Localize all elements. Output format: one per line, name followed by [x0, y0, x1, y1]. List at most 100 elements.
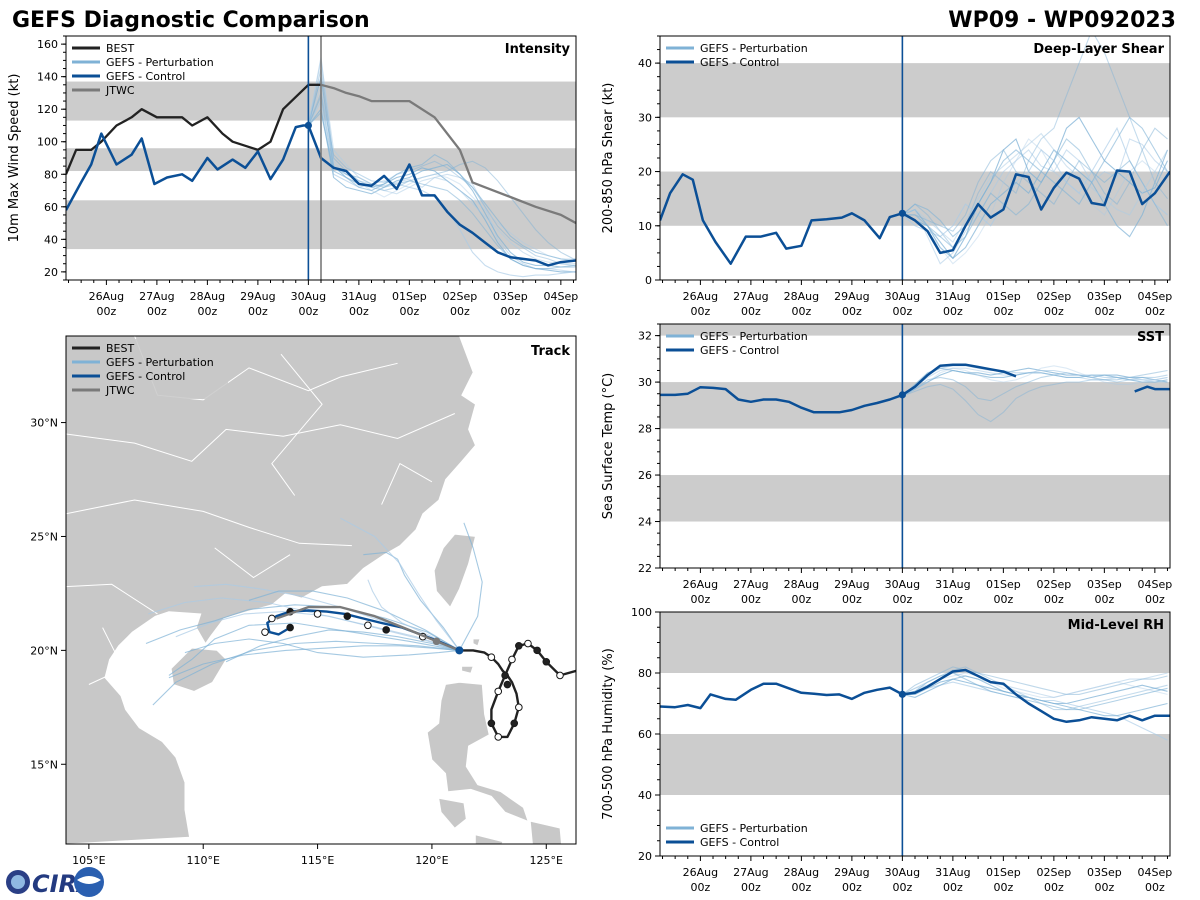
track-admin-border-2 [66, 499, 352, 547]
shear-perturbation-line-3 [902, 36, 1168, 249]
rh-xtick-hour: 00z [892, 881, 912, 894]
track-best-point-5 [515, 642, 523, 650]
track-panel-title: Track [531, 344, 570, 359]
shear-perturbation-line-8 [902, 116, 1168, 238]
shear-ytick-label: 20 [638, 166, 652, 179]
cira-logo-inner [11, 875, 25, 889]
intensity-xtick-date: 04Sep [543, 290, 578, 303]
shear-panel: 0 10 20 30 40 200-850 hPa Shear (kt) 26Aug 00z 2… [601, 35, 1172, 318]
rh-band-0 [660, 734, 1170, 795]
rh-band-1 [660, 612, 1170, 673]
sst-panel-title: SST [1137, 330, 1164, 345]
rh-xtick-date: 29Aug [834, 866, 869, 879]
track-best-point-7 [501, 671, 509, 680]
rh-gefs-control-line [660, 668, 1170, 724]
track-admin-border-5 [214, 547, 291, 579]
intensity-xtick-date: 01Sep [392, 290, 427, 303]
intensity-xtick-hour: 00z [450, 305, 470, 318]
sst-frame [659, 323, 1171, 569]
sst-xtick-date: 29Aug [834, 578, 869, 591]
track-admin-border-7 [88, 627, 124, 685]
rh-xtick-hour: 00z [993, 881, 1013, 894]
rh-perturbation-line-5 [902, 666, 1168, 695]
track-legend-label: GEFS - Control [106, 370, 185, 383]
track-best-point-6 [508, 655, 516, 664]
track-perturbation-path-12 [184, 638, 460, 658]
intensity-ytick-label: 20 [44, 266, 58, 279]
sst-perturbation-line-6 [902, 367, 1168, 397]
rh-xtick-hour: 00z [741, 881, 761, 894]
land-babuyan [461, 665, 474, 674]
sst-gefs-control-line [660, 363, 1017, 414]
track-best-point-12 [515, 703, 523, 712]
intensity-xtick-hour: 00z [399, 305, 419, 318]
sst-plot-area [660, 363, 1170, 423]
shear-ylabel: 200-850 hPa Shear (kt) [601, 83, 616, 234]
rh-xtick-hour: 00z [791, 881, 811, 894]
rh-ylabel: 700-500 hPa Humidity (%) [601, 648, 616, 820]
track-best-point-14 [487, 653, 496, 662]
track-xtick-label: 115°E [301, 854, 334, 867]
shear-perturbation-line-7 [902, 138, 1168, 265]
intensity-xtick-hour: 00z [97, 305, 117, 318]
intensity-xtick-date: 29Aug [240, 290, 275, 303]
track-perturbation-path-2 [145, 604, 460, 651]
intensity-panel: 20 40 60 80 100 120 140 160 10m Max Wind Speed (… [7, 35, 578, 318]
intensity-panel-title: Intensity [505, 42, 571, 57]
intensity-xtick-date: 28Aug [190, 290, 225, 303]
rh-panel: 20 40 60 80 100 700-500 hPa Humidity (%) 26Aug… [601, 606, 1172, 894]
track-perturbation-path-6 [363, 551, 460, 651]
track-perturbation-path-8 [458, 522, 483, 651]
sst-xtick-date: 02Sep [1036, 578, 1071, 591]
intensity-xtick-date: 30Aug [291, 290, 326, 303]
track-gefs-control-point-6 [313, 610, 322, 618]
shear-xtick-date: 01Sep [986, 290, 1021, 303]
shear-xtick-date: 26Aug [683, 290, 718, 303]
track-panel: 105°E 110°E 115°E 120°E 125°E 15°N 20°N 25°N 30°… [30, 335, 577, 867]
sst-init-point [898, 391, 906, 399]
storm-id-title: WP09 - WP092023 [948, 8, 1176, 33]
shear-perturbation-line-6 [902, 149, 1169, 260]
intensity-xtick-date: 03Sep [493, 290, 528, 303]
rh-plot-area [660, 666, 1170, 741]
sst-xtick-date: 03Sep [1087, 578, 1122, 591]
shear-init-point [898, 209, 906, 217]
rh-xtick-date: 01Sep [986, 866, 1021, 879]
intensity-perturbation-line-4 [307, 99, 576, 278]
intensity-legend-label: JTWC [105, 84, 135, 97]
track-legend-label: JTWC [105, 384, 135, 397]
shear-plot-area [660, 36, 1170, 265]
track-gefs-control-point-8 [268, 614, 276, 623]
track-gefs-control-point-4 [364, 621, 372, 630]
track-ytick-label: 20°N [30, 644, 58, 657]
track-best-point-8 [494, 687, 503, 696]
shear-xtick-hour: 00z [892, 305, 912, 318]
shear-perturbation-line-10 [902, 132, 1168, 243]
shear-xtick-date: 30Aug [885, 290, 920, 303]
intensity-legend-label: BEST [106, 42, 134, 55]
shear-xtick-hour: 00z [993, 305, 1013, 318]
sst-xtick-hour: 00z [791, 593, 811, 606]
shear-perturbation-line-2 [902, 116, 1168, 260]
track-gefs-control-point-3 [382, 626, 390, 634]
sst-xtick-date: 01Sep [986, 578, 1021, 591]
intensity-ytick-label: 140 [37, 71, 58, 84]
sst-gefs-control-late-line [1134, 385, 1170, 393]
rh-perturbation-line-3 [902, 666, 1168, 711]
sst-perturbation-line-2 [902, 367, 1168, 397]
sst-xtick-hour: 00z [1044, 593, 1064, 606]
track-best-point-3 [533, 646, 541, 655]
shear-xtick-hour: 00z [1044, 305, 1064, 318]
cira-logo: CIRA [6, 867, 104, 898]
intensity-xtick-hour: 00z [500, 305, 520, 318]
track-best-point-1 [556, 671, 564, 680]
track-perturbation-path-11 [248, 590, 460, 651]
intensity-plot-area [66, 57, 576, 278]
shear-ytick-label: 40 [638, 57, 652, 70]
track-init-point [455, 646, 464, 655]
sst-ytick-label: 32 [638, 330, 652, 343]
track-perturbation-path-9 [168, 622, 460, 676]
shear-xtick-date: 02Sep [1036, 290, 1071, 303]
land-mindoro [438, 797, 467, 829]
